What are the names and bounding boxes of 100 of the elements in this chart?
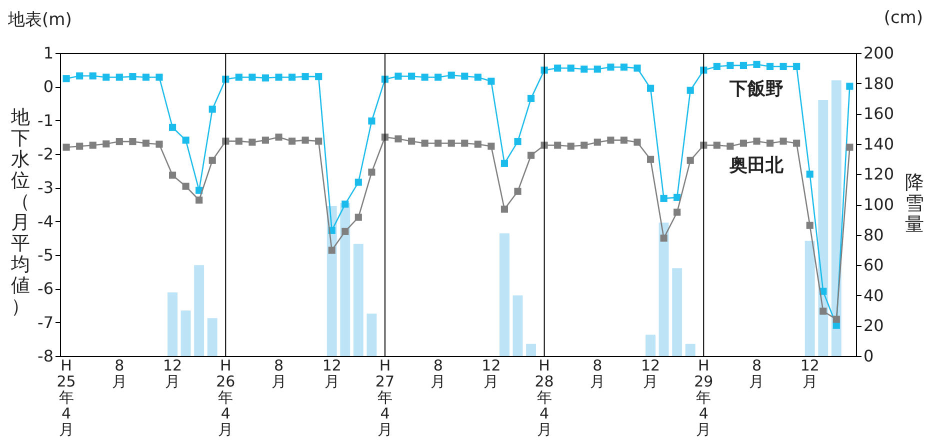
point: [766, 62, 774, 70]
bar: [168, 292, 178, 356]
point: [116, 74, 123, 81]
y-tick-label: -1: [38, 110, 54, 130]
bar: [499, 233, 510, 356]
point: [567, 64, 574, 72]
point: [461, 72, 468, 80]
point: [594, 138, 601, 146]
point: [674, 194, 681, 201]
point: [594, 66, 601, 73]
bar: [366, 314, 377, 356]
point: [354, 178, 362, 186]
point: [806, 222, 814, 229]
point: [129, 138, 136, 146]
point: [514, 138, 522, 146]
point: [354, 214, 362, 221]
point: [753, 60, 760, 68]
point: [262, 136, 270, 144]
x-tick-label: 12 月: [482, 356, 501, 390]
point: [434, 74, 442, 81]
point: [208, 106, 216, 113]
y-tick-label: -5: [38, 246, 54, 264]
y2-tick-label: 120: [864, 164, 894, 184]
point: [488, 142, 495, 150]
point: [235, 138, 242, 145]
y2-tick-label: 180: [864, 74, 894, 93]
point: [156, 74, 163, 81]
x-tick-label: H 25 年 4 月: [56, 356, 76, 438]
point: [660, 194, 668, 202]
point: [62, 144, 70, 151]
point: [196, 196, 203, 204]
point: [76, 142, 84, 150]
point: [142, 140, 150, 147]
y2-tick-label: 140: [864, 134, 894, 154]
text: 地表(m): [8, 9, 72, 31]
y-tick-label: -8: [38, 346, 54, 366]
point: [142, 74, 150, 81]
point: [129, 73, 136, 80]
bar: [180, 310, 191, 356]
x-tick-label: 12 月: [162, 356, 182, 390]
point: [686, 156, 694, 164]
point: [740, 140, 748, 147]
point: [421, 140, 428, 147]
point: [102, 140, 110, 148]
point: [421, 74, 428, 81]
point: [832, 316, 840, 323]
point: [500, 160, 508, 167]
x-tick-label: 12 月: [322, 356, 342, 390]
point: [500, 206, 508, 213]
point: [315, 138, 322, 145]
text: 地下水位（月平均値）: [11, 106, 30, 318]
point: [182, 136, 190, 144]
point: [793, 62, 800, 70]
point: [302, 73, 309, 80]
point: [394, 72, 402, 80]
y2-tick-label: 40: [864, 286, 884, 305]
point: [302, 136, 309, 144]
point: [342, 228, 349, 235]
point: [793, 140, 800, 147]
bar: [831, 80, 842, 356]
point: [368, 168, 376, 176]
bar: [353, 244, 364, 356]
bar: [646, 334, 656, 356]
point: [607, 64, 614, 71]
point: [726, 142, 734, 150]
x-tick-label: H 27 年 4 月: [375, 356, 395, 438]
point: [488, 78, 495, 85]
point: [713, 62, 720, 70]
bar: [526, 344, 536, 356]
point: [288, 74, 296, 81]
y-tick-label: 0: [43, 77, 54, 96]
bar: [207, 318, 218, 356]
point: [248, 138, 256, 146]
point: [89, 72, 96, 80]
point: [740, 62, 748, 69]
x-tick-label: H 26 年 4 月: [216, 356, 236, 438]
bar: [804, 240, 815, 356]
x-tick-label: 8 月: [590, 356, 605, 390]
point: [315, 73, 322, 80]
point: [580, 142, 588, 149]
point: [448, 140, 455, 147]
point: [168, 124, 176, 131]
point: [527, 94, 535, 102]
y-tick-label: 1: [43, 44, 54, 62]
point: [408, 72, 416, 80]
bar: [512, 295, 523, 356]
point: [76, 72, 84, 80]
x-tick-label: 12 月: [640, 356, 660, 390]
point: [474, 74, 482, 81]
point: [634, 138, 641, 146]
x-tick-label: 8 月: [749, 356, 764, 390]
point: [820, 308, 827, 315]
point: [646, 156, 654, 163]
text: (cm): [884, 8, 923, 28]
point: [580, 66, 588, 73]
bar: [194, 265, 204, 356]
x-tick-label: 8 月: [430, 356, 446, 390]
point: [527, 152, 535, 159]
point: [620, 136, 628, 144]
series-label: 奥田北: [728, 155, 785, 176]
